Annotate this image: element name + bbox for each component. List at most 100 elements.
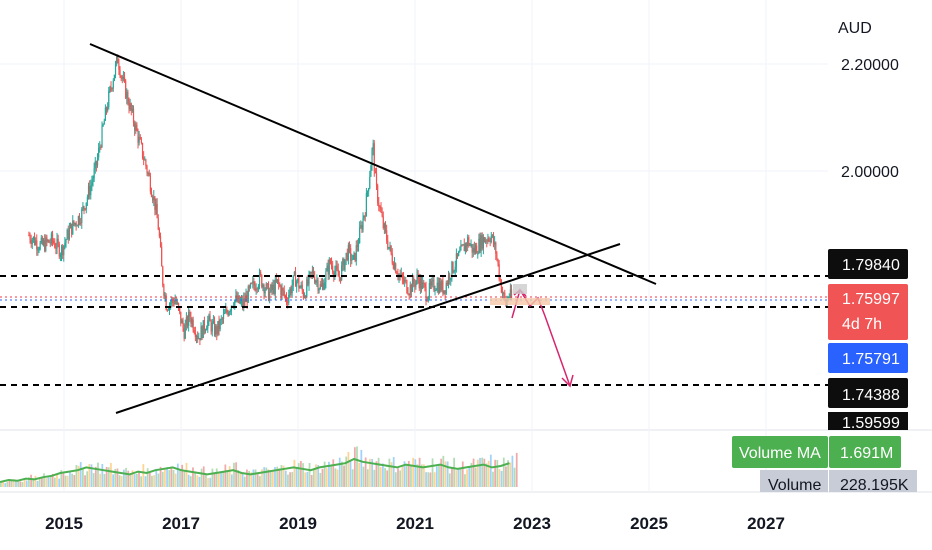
volume-bar-65: [140, 476, 143, 487]
badge-last-text: 1.75997: [842, 291, 900, 308]
candle-body-266: [327, 265, 329, 275]
candle-body-414: [494, 242, 496, 245]
volume-bar-108: [233, 462, 235, 487]
candle-body-106: [147, 172, 149, 174]
volume-bar-157: [338, 457, 341, 487]
volume-bar-207: [446, 461, 449, 487]
volume-bar-168: [362, 466, 365, 487]
candle-body-126: [170, 302, 172, 305]
candle-body-318: [386, 230, 388, 241]
candle-body-304: [370, 165, 372, 177]
candle-body-371: [445, 282, 447, 294]
candle-body-71: [108, 90, 110, 107]
candle-body-385: [461, 245, 463, 247]
candle-body-94: [134, 123, 136, 131]
badge-resistance: [828, 249, 908, 279]
candle-body-153: [200, 326, 202, 341]
candle-body-352: [424, 283, 426, 287]
candle-body-230: [287, 302, 289, 304]
volume-bar-178: [384, 468, 386, 487]
candle-body-275: [337, 269, 339, 277]
volume-bar-5: [10, 480, 13, 487]
candle-body-350: [422, 282, 424, 289]
candle-body-135: [180, 311, 182, 324]
candle-body-287: [351, 259, 353, 261]
badge-volume-ma-label-text: Volume MA: [739, 445, 821, 462]
candle-body-255: [315, 280, 317, 283]
candle-body-158: [206, 328, 208, 331]
candle-body-267: [328, 259, 330, 275]
candle-body-288: [352, 255, 354, 260]
volume-bar-127: [274, 467, 276, 487]
candle-body-363: [436, 282, 438, 291]
volume-bar-136: [293, 459, 296, 487]
candle-body-196: [248, 286, 250, 288]
candle-body-122: [165, 295, 167, 310]
candle-body-150: [197, 335, 199, 339]
candle-body-37: [69, 223, 72, 229]
volume-bar-37: [79, 462, 82, 487]
volume-bar-18: [38, 477, 41, 487]
candle-body-337: [407, 292, 409, 295]
candle-body-66: [102, 124, 104, 126]
volume-bar-61: [131, 470, 134, 487]
volume-bar-196: [423, 464, 425, 487]
volume-bar-133: [287, 474, 289, 487]
candle-body-401: [479, 238, 481, 251]
candle-body-50: [84, 208, 86, 210]
volume-bar-53: [114, 468, 117, 487]
volume-bar-102: [220, 471, 222, 487]
volume-bar-217: [468, 466, 471, 487]
volume-bar-221: [476, 459, 479, 487]
candle-body-82: [120, 76, 122, 78]
volume-bar-181: [390, 462, 393, 487]
candle-body-57: [92, 178, 94, 182]
price-axis: 2.20000 2.00000: [841, 57, 899, 181]
candle-body-228: [284, 295, 286, 297]
candle-body-92: [131, 108, 133, 111]
badge-volume-ma-value-text: 1.691M: [840, 445, 893, 462]
volume-bar-205: [442, 455, 445, 487]
candle-body-323: [391, 253, 393, 264]
volume-bar-204: [440, 458, 443, 487]
candle-body-31: [63, 245, 65, 256]
candle-body-387: [463, 244, 465, 252]
candle-body-321: [389, 245, 391, 248]
projection-arrowhead: [561, 374, 574, 388]
candle-body-298: [363, 215, 365, 218]
x-tick-label: 2017: [162, 514, 200, 533]
volume-bar-185: [399, 470, 402, 487]
candle-body-88: [127, 92, 129, 104]
candle-body-415: [495, 242, 497, 254]
candle-body-316: [383, 223, 385, 229]
candle-body-23: [54, 242, 56, 248]
x-tick-label: 2019: [279, 514, 317, 533]
candle-body-402: [480, 235, 482, 251]
volume-bar-165: [356, 446, 358, 487]
candle-body-226: [282, 288, 284, 291]
candle-body-220: [275, 279, 277, 282]
candle-body-392: [469, 244, 471, 246]
volume-bar-116: [250, 472, 253, 487]
candle-body-138: [183, 328, 185, 339]
candle-body-4: [32, 236, 34, 240]
candle-body-191: [243, 298, 245, 307]
volume-bar-218: [470, 462, 473, 487]
candle-body-248: [307, 279, 309, 285]
trendline-lower[interactable]: [115, 243, 621, 414]
volume-bar-74: [159, 466, 162, 487]
candle-body-120: [163, 285, 165, 296]
candle-body-285: [348, 244, 351, 248]
volume-bar-58: [125, 467, 127, 487]
candle-body-111: [153, 196, 155, 201]
volume-bar-66: [142, 464, 145, 487]
trendline-upper[interactable]: [89, 43, 657, 285]
volume-bar-228: [492, 471, 494, 487]
volume-bar-190: [410, 465, 412, 487]
candle-body-219: [274, 279, 276, 294]
volume-bar-99: [213, 473, 216, 487]
candle-body-348: [419, 277, 421, 289]
candle-body-25: [56, 238, 58, 249]
volume-bar-118: [254, 469, 257, 487]
candle-body-91: [130, 103, 132, 111]
